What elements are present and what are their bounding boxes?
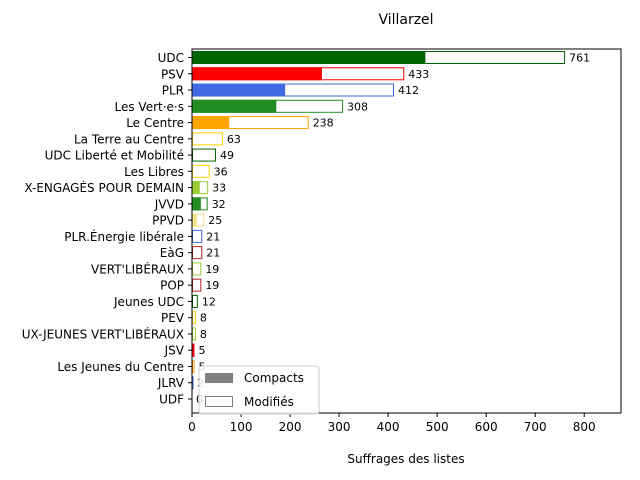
y-tick-label: La Terre au Centre [74, 132, 184, 146]
bar-modifies [192, 294, 198, 308]
bar-compacts [192, 343, 195, 357]
y-tick-label: Les Jeunes du Centre [57, 360, 184, 374]
legend: Compacts Modifiés [198, 365, 320, 415]
y-tick-label: PLR.Énergie libérale [64, 229, 184, 244]
bar-value-label: 33 [212, 182, 226, 195]
bar-modifies [192, 246, 203, 260]
bar-compacts [192, 116, 230, 130]
axes-frame [191, 48, 622, 414]
bar-value-label: 8 [200, 328, 207, 341]
y-tick-label: Les Libres [124, 165, 184, 179]
bar-modifies [192, 311, 196, 325]
bar-modifies [192, 229, 203, 243]
legend-swatch-compacts [205, 373, 233, 383]
bars-layer [192, 51, 566, 390]
y-tick-label: PSV [161, 67, 185, 81]
bar-modifies [192, 132, 223, 146]
bar-value-label: 308 [347, 100, 368, 113]
y-tick-label: POP [160, 279, 184, 293]
bar-modifies [192, 278, 202, 292]
y-tick-label: UX-JEUNES VERT'LIBÉRAUX [22, 326, 184, 341]
bar-value-label: 8 [200, 312, 207, 325]
y-tick-label: Les Vert·e·s [115, 100, 185, 114]
bar-modifies [192, 164, 210, 178]
bar-modifies [192, 262, 202, 276]
bar-value-label: 12 [202, 295, 216, 308]
bar-modifies [192, 359, 195, 373]
x-tick-label: 400 [377, 420, 400, 434]
bar-value-label: 32 [212, 198, 226, 211]
legend-label-modifies: Modifiés [244, 395, 294, 409]
bar-value-label: 19 [205, 279, 219, 292]
y-tick-label: UDC Liberté et Mobilité [45, 149, 184, 163]
bar-value-label: 25 [208, 214, 222, 227]
bar-value-label: 761 [569, 52, 590, 65]
x-tick-label: 0 [188, 420, 196, 434]
y-tick-label: PLR [162, 84, 184, 98]
bar-value-label: 63 [227, 133, 241, 146]
x-tick-label: 200 [279, 420, 302, 434]
bar-modifies [192, 148, 217, 162]
x-tick-label: 700 [524, 420, 547, 434]
y-tick-label: UDC [158, 51, 184, 65]
bar-compacts [192, 83, 286, 97]
bar-compacts [192, 181, 200, 195]
value-labels-layer: 761 433 412 308 238 63 49 36 33 32 25 21 21 19 19 12 8 8 5… [196, 52, 590, 407]
bar-compacts [192, 51, 426, 64]
bar-value-label: 21 [206, 247, 220, 260]
y-tick-label: Le Centre [126, 116, 184, 130]
bar-modifies [192, 327, 196, 341]
bar-value-label: 21 [206, 230, 220, 243]
bar-compacts [192, 67, 322, 81]
y-tick-layer: UDC PSV PLR Les Vert·e·s Le Centre La Terre a… [22, 51, 192, 407]
bar-value-label: 5 [198, 344, 205, 357]
x-tick-label: 300 [328, 420, 351, 434]
legend-swatch-modifies [205, 396, 233, 407]
y-tick-label: JLRV [157, 376, 185, 390]
y-tick-label: JVVD [154, 197, 184, 211]
x-axis-label: Suffrages des listes [347, 452, 464, 466]
bar-compacts [192, 99, 277, 113]
bar-compacts [192, 197, 201, 211]
y-tick-label: EàG [160, 246, 184, 260]
bar-compacts [192, 213, 197, 227]
x-tick-label: 500 [426, 420, 449, 434]
bar-value-label: 19 [205, 263, 219, 276]
y-tick-label: VERT'LIBÉRAUX [91, 261, 184, 276]
legend-label-compacts: Compacts [244, 371, 304, 385]
y-tick-label: PPVD [152, 214, 184, 228]
y-tick-label: Jeunes UDC [113, 295, 184, 309]
y-tick-label: X-ENGAGÉS POUR DEMAIN [24, 180, 184, 195]
y-tick-label: PEV [161, 311, 185, 325]
x-tick-label: 600 [475, 420, 498, 434]
bar-value-label: 238 [313, 117, 334, 130]
y-tick-label: JSV [164, 344, 185, 358]
chart-title: Villarzel [378, 12, 433, 28]
x-tick-label: 800 [573, 420, 596, 434]
bar-value-label: 49 [220, 149, 234, 162]
bar-value-label: 412 [398, 84, 419, 97]
x-tick-layer: 0 100 200 300 400 500 600 700 800 [188, 413, 596, 434]
bar-value-label: 36 [214, 165, 228, 178]
y-tick-label: UDF [159, 393, 184, 407]
bar-value-label: 433 [408, 68, 429, 81]
x-tick-label: 100 [230, 420, 253, 434]
